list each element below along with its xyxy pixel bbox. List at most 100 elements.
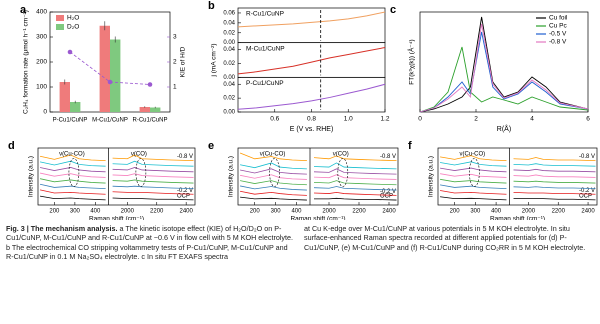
plot-frame	[419, 11, 589, 113]
bar	[59, 82, 70, 112]
panel-letter: d	[8, 140, 15, 152]
x-tick-label: 200	[250, 209, 261, 215]
caption-text: at Cu K-edge over M-Cu1/CuNP at various …	[304, 224, 586, 252]
trace-label: OCP	[380, 194, 393, 200]
spectrum-line	[112, 167, 194, 173]
spectrum-line	[419, 23, 589, 113]
spectrum-line	[513, 168, 596, 173]
spectrum-line	[513, 157, 596, 161]
spectrum-line	[39, 195, 106, 201]
trace-label: -0.2 V	[177, 188, 193, 194]
y-tick-label: 0.00	[223, 40, 235, 46]
spectrum-line	[440, 167, 507, 173]
spectrum-line	[112, 173, 194, 178]
legend-label: Cu foil	[549, 15, 568, 22]
spectrum-line	[440, 155, 507, 161]
y-axis-label: Intensity (a.u.)	[428, 156, 435, 197]
x-axis-label: R(Å)	[497, 124, 511, 133]
spectrum-line	[39, 183, 106, 190]
legend-label: -0.8 V	[549, 39, 567, 46]
spectrum-line	[440, 184, 507, 190]
x-tick-label: 300	[470, 209, 481, 215]
y2-tick-label: 2	[173, 59, 177, 66]
spectrum-line	[240, 185, 307, 191]
legend-label: H₂O	[67, 15, 79, 22]
spectrum-line	[112, 179, 194, 184]
x-axis-label: E (V vs. RHE)	[290, 126, 334, 133]
spectrum-line	[39, 160, 106, 167]
spectrum-line	[513, 186, 596, 190]
peak-annotation: ν(Cu-CO)	[460, 152, 486, 158]
panel-letter: b	[208, 0, 215, 12]
y-tick-label: 300	[36, 34, 47, 41]
spectrum-line	[112, 191, 194, 195]
spectrum-line	[513, 180, 596, 184]
spectrum-line	[440, 161, 507, 167]
y-tick-label: 0.02	[223, 96, 235, 102]
peak-outline	[269, 158, 280, 187]
legend-label: -0.5 V	[549, 31, 567, 38]
current-line	[237, 83, 386, 110]
legend-swatch	[56, 15, 64, 21]
x-tick-label: 2000	[322, 209, 336, 215]
legend-label: D₂O	[67, 24, 79, 31]
x-tick-label: 2400	[382, 209, 396, 215]
x-tick-label: M-Cu1/CuNP	[92, 118, 128, 124]
x-tick-label: 2200	[150, 209, 164, 215]
x-tick-label: 0.6	[270, 116, 279, 123]
spectrum-line	[313, 191, 397, 196]
x-tick-label: 4	[530, 116, 534, 123]
x-tick-label: 300	[70, 209, 81, 215]
x-axis-label: Raman shift (cm⁻¹)	[290, 216, 345, 220]
panel-name: M-Cu1/CuNP	[246, 45, 285, 52]
legend-label: Cu Pc	[549, 23, 567, 30]
peak-outline	[337, 158, 349, 187]
x-tick-label: 300	[271, 209, 282, 215]
kie-point	[67, 49, 73, 55]
spectrum-line	[314, 197, 397, 201]
x-tick-label: 2400	[179, 209, 193, 215]
caption-left: Fig. 3 | The mechanism analysis. a The k…	[6, 224, 296, 261]
panel-letter: f	[408, 140, 412, 152]
x-tick-label: 1.0	[344, 116, 353, 123]
spectrum-line	[240, 180, 307, 186]
peak-annotation: ν(CO)	[131, 152, 147, 158]
spectrum-line	[240, 162, 307, 170]
x-tick-label: 400	[491, 209, 502, 215]
caption-label: Fig. 3 | The mechanism analysis.	[6, 224, 118, 233]
y-tick-label: 100	[36, 84, 47, 91]
x-tick-label: 2	[474, 116, 478, 123]
y2-tick-label: 3	[173, 34, 177, 41]
bar	[70, 102, 81, 112]
y-axis-label: FT(k³χ(k)) (Å⁻⁴)	[407, 39, 416, 84]
peak-outline	[68, 158, 80, 187]
y-tick-label: 400	[36, 9, 47, 16]
x-tick-label: 2000	[121, 209, 135, 215]
y-tick-label: 0.00	[223, 75, 235, 81]
kie-point	[147, 82, 153, 87]
y-axis-label: KIE of H/D	[180, 46, 187, 77]
x-tick-label: 2400	[581, 209, 595, 215]
y-tick-label: 0.02	[223, 30, 235, 36]
spectrum-line	[313, 155, 397, 161]
spectrum-line	[440, 190, 507, 195]
spectrum-line	[112, 160, 194, 167]
spectrum-line	[239, 152, 307, 161]
spectrum-line	[240, 196, 307, 201]
x-tick-label: 0.8	[307, 116, 316, 123]
spectrum-line	[39, 189, 106, 195]
spectrum-line	[112, 197, 194, 201]
trace-label: -0.8 V	[579, 154, 595, 160]
x-tick-label: 400	[90, 209, 101, 215]
x-tick-label: 200	[49, 209, 60, 215]
peak-annotation: ν(Cu-CO)	[59, 152, 85, 158]
spectrum-line	[419, 31, 589, 113]
y2-tick-label: 1	[173, 84, 177, 91]
y-tick-label: 0.02	[223, 61, 235, 67]
x-axis-label: Raman shift (cm⁻¹)	[490, 216, 545, 220]
trace-label: -0.2 V	[380, 189, 396, 195]
y-tick-label: 0.06	[223, 11, 235, 17]
y-axis-label: C₂H₄ formation rate (μmol h⁻¹ cm⁻²)	[23, 10, 30, 114]
bar	[99, 25, 110, 112]
